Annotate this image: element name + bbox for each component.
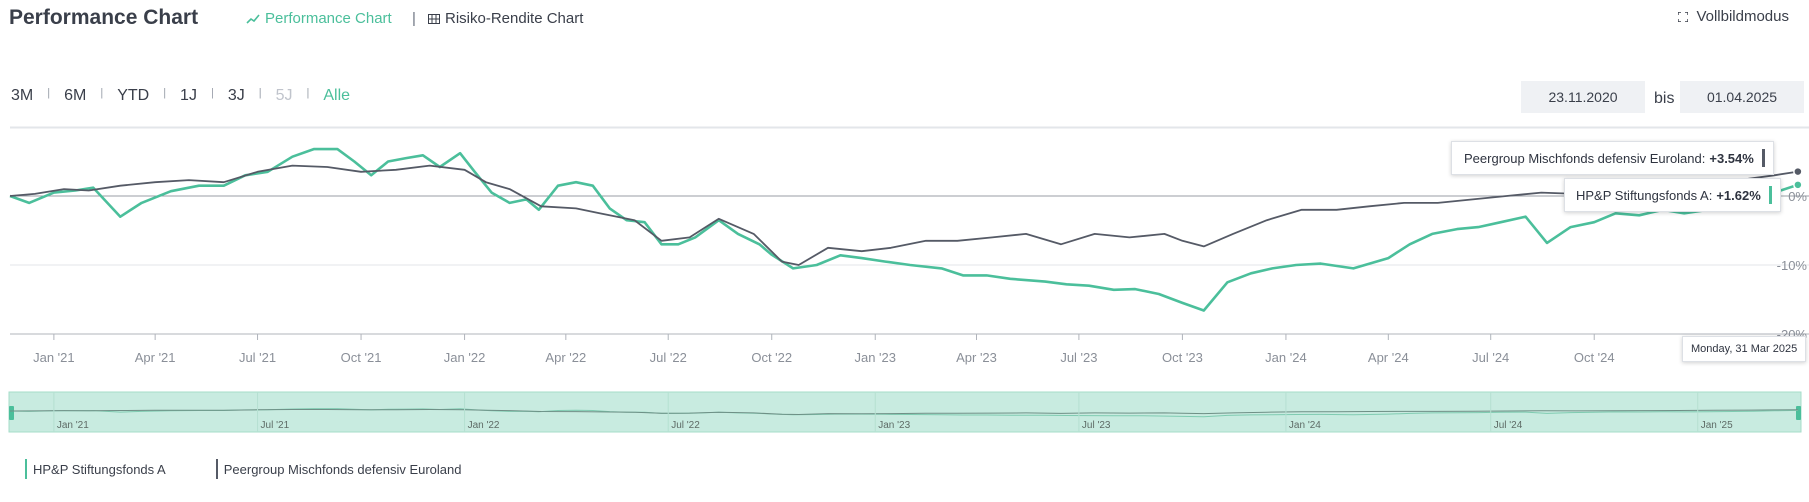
range-alle[interactable]: Alle <box>323 87 351 104</box>
legend-swatch-peergroup <box>215 459 218 479</box>
range-3j[interactable]: 3J <box>227 87 245 104</box>
range-divider: | <box>47 87 51 99</box>
x-tick-label: Apr '24 <box>1368 350 1409 365</box>
x-tick-label: Apr '21 <box>135 350 176 365</box>
page-title: Performance Chart <box>9 6 199 29</box>
x-tick-label: Jan '23 <box>854 350 896 365</box>
navigator-tick-label: Jan '21 <box>57 420 89 431</box>
navigator-tick-label: Jul '21 <box>261 420 290 431</box>
navigator-handle-left[interactable] <box>9 406 14 420</box>
x-tick-label: Jan '21 <box>33 350 75 365</box>
navigator-line-peergroup <box>9 408 1798 416</box>
navigator-tick-label: Jan '25 <box>1701 420 1733 431</box>
legend-swatch-fund <box>25 459 27 479</box>
tab-risk-return-chart[interactable]: Risiko-Rendite Chart <box>428 10 583 27</box>
x-tick-label: Apr '22 <box>545 350 586 365</box>
tooltip-peergroup-value: +3.54% <box>1709 150 1754 166</box>
hover-marker-fund <box>1793 180 1803 190</box>
x-tick-label: Jul '22 <box>650 350 687 365</box>
tab-separator: | <box>412 10 416 27</box>
range-5j: 5J <box>275 87 293 104</box>
x-tick-label: Apr '23 <box>956 350 997 365</box>
x-tick-label: Oct '22 <box>751 350 792 365</box>
tooltip-date: Monday, 31 Mar 2025 <box>1682 336 1807 362</box>
grid-icon <box>428 13 440 24</box>
y-tick-label: -10% <box>1777 258 1808 273</box>
y-tick-label: 0% <box>1788 189 1807 204</box>
range-divider: | <box>306 87 310 99</box>
fullscreen-button[interactable]: Vollbildmodus <box>1678 8 1789 25</box>
navigator-line-fund <box>9 408 1798 418</box>
navigator-tick-label: Jul '23 <box>1082 420 1111 431</box>
x-tick-label: Jul '23 <box>1060 350 1097 365</box>
navigator-tick-label: Jan '23 <box>878 420 910 431</box>
tab-performance-chart[interactable]: Performance Chart <box>246 10 392 27</box>
navigator-handle-right[interactable] <box>1796 406 1801 420</box>
x-tick-label: Jul '24 <box>1472 350 1509 365</box>
tab-performance-label: Performance Chart <box>265 10 392 27</box>
range-selector: 3M | 6M | YTD | 1J | 3J | 5J | Alle <box>11 87 350 105</box>
tooltip-fund: HP&P Stiftungsfonds A: +1.62% <box>1564 178 1781 212</box>
x-tick-label: Oct '24 <box>1574 350 1615 365</box>
range-divider: | <box>100 87 104 99</box>
navigator-tick-label: Jul '22 <box>671 420 700 431</box>
range-6m[interactable]: 6M <box>64 87 87 104</box>
x-tick-label: Oct '23 <box>1162 350 1203 365</box>
tooltip-fund-swatch <box>1768 186 1772 204</box>
range-1j[interactable]: 1J <box>180 87 197 104</box>
tooltip-fund-value: +1.62% <box>1716 187 1761 203</box>
tooltip-peergroup: Peergroup Mischfonds defensiv Euroland: … <box>1451 141 1774 175</box>
navigator-tick-label: Jan '24 <box>1289 420 1321 431</box>
date-range-separator: bis <box>1654 90 1675 107</box>
series-line-fund <box>9 147 1799 312</box>
x-tick-label: Oct '21 <box>341 350 382 365</box>
range-divider: | <box>210 87 214 99</box>
range-3m[interactable]: 3M <box>11 87 34 104</box>
tab-risk-return-label: Risiko-Rendite Chart <box>445 10 584 27</box>
fullscreen-label: Vollbildmodus <box>1696 8 1789 25</box>
tooltip-peergroup-swatch <box>1761 149 1765 167</box>
range-divider: | <box>258 87 262 99</box>
x-tick-label: Jul '21 <box>239 350 276 365</box>
x-tick-label: Jan '22 <box>444 350 486 365</box>
tooltip-fund-label: HP&P Stiftungsfonds A: <box>1576 187 1713 203</box>
legend-label-peergroup: Peergroup Mischfonds defensiv Euroland <box>223 461 462 477</box>
line-chart-icon <box>246 13 260 24</box>
navigator-tick-label: Jul '24 <box>1494 420 1523 431</box>
range-ytd[interactable]: YTD <box>117 87 150 104</box>
series-line-peergroup <box>9 164 1799 266</box>
tooltip-peergroup-label: Peergroup Mischfonds defensiv Euroland: <box>1464 150 1706 166</box>
chart-legend: HP&P Stiftungsfonds A Peergroup Mischfon… <box>25 459 512 479</box>
legend-item-peergroup[interactable]: Peergroup Mischfonds defensiv Euroland <box>215 459 462 479</box>
date-from-input[interactable]: 23.11.2020 <box>1521 81 1645 113</box>
x-tick-label: Jan '24 <box>1265 350 1307 365</box>
legend-item-fund[interactable]: HP&P Stiftungsfonds A <box>25 459 166 479</box>
hover-marker-peergroup <box>1793 166 1803 177</box>
range-divider: | <box>163 87 167 99</box>
legend-label-fund: HP&P Stiftungsfonds A <box>33 461 166 477</box>
navigator-tick-label: Jan '22 <box>468 420 500 431</box>
date-to-input[interactable]: 01.04.2025 <box>1680 81 1804 113</box>
